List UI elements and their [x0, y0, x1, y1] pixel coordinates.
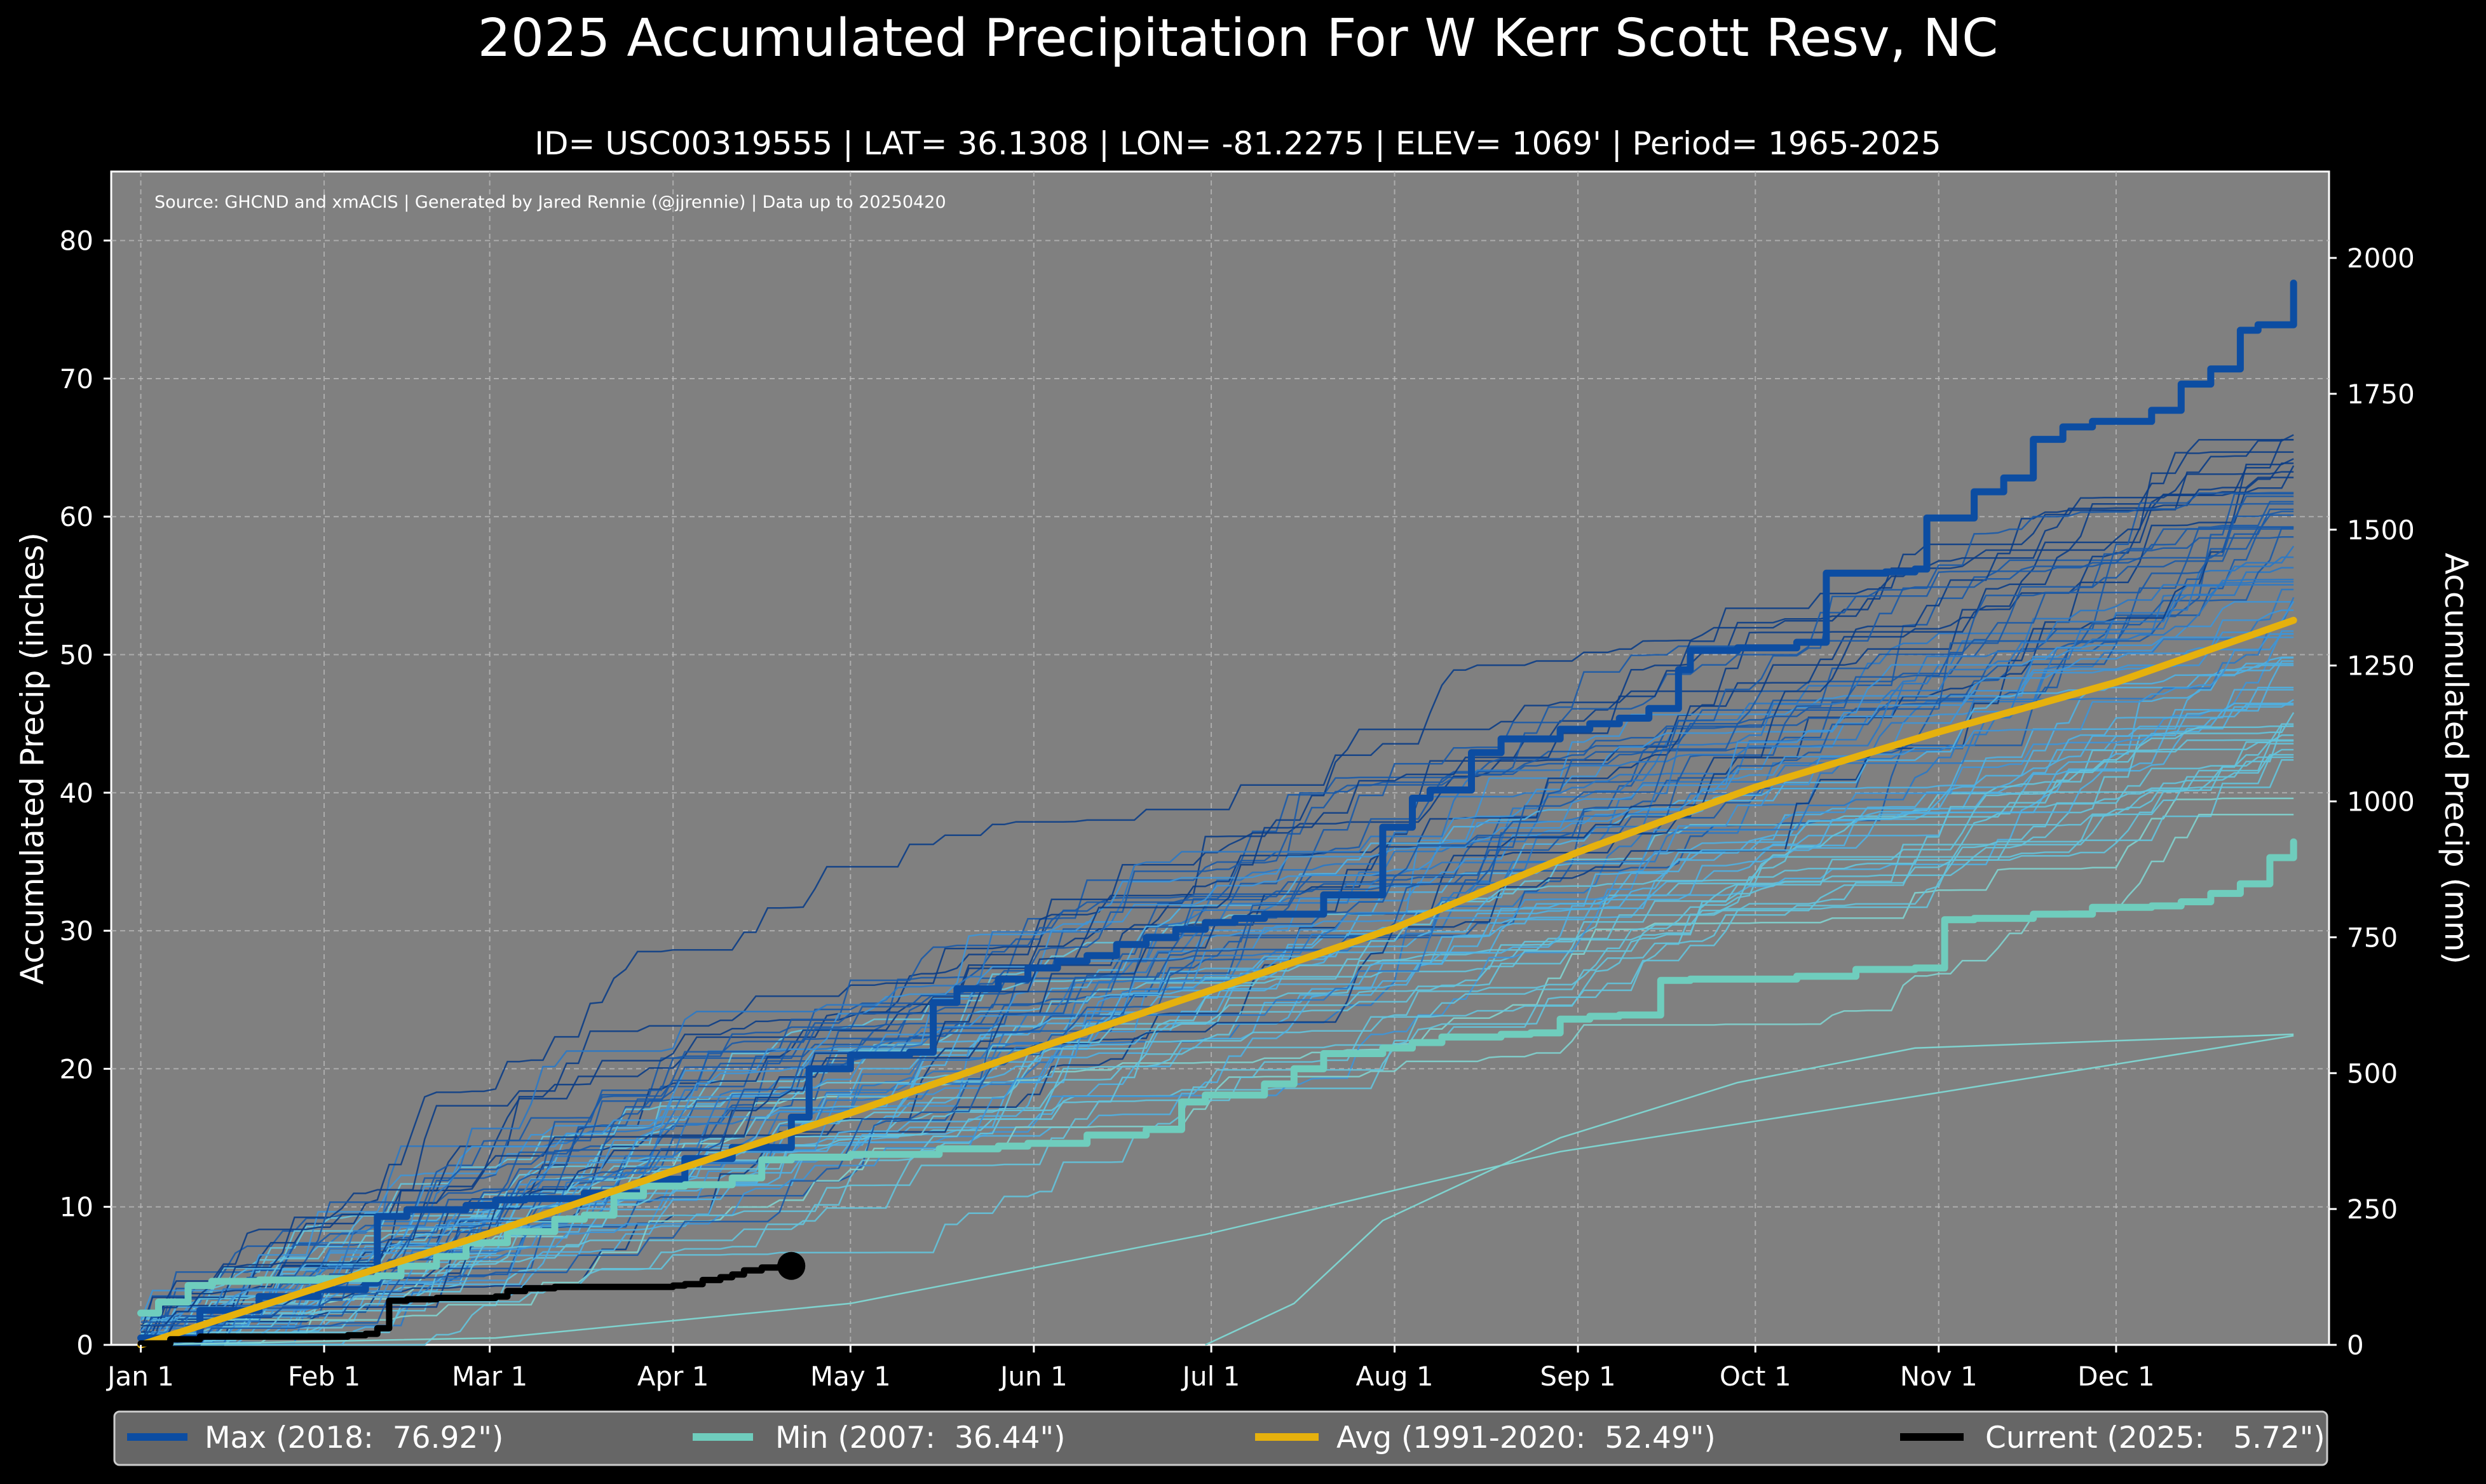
historical-trace	[140, 471, 2294, 1346]
historical-trace	[140, 536, 2294, 1346]
min-series-line	[137, 838, 2297, 1317]
legend: Max (2018: 76.92") Min (2007: 36.44") Av…	[113, 1410, 2328, 1466]
y-right-tick-label: 1250	[2347, 651, 2415, 682]
x-tick-label: Sep 1	[1540, 1361, 1615, 1392]
y-tick-label: 0	[76, 1330, 93, 1361]
historical-trace	[140, 492, 2294, 1346]
historical-trace	[140, 495, 2294, 1346]
historical-trace	[140, 704, 2294, 1335]
y-tick-label: 50	[60, 640, 93, 671]
right-axis: 0 250 500 750 1000 1250 1500 1750 2000	[2329, 243, 2415, 1361]
y-right-tick-label: 750	[2347, 922, 2398, 953]
historical-trace	[140, 462, 2294, 1346]
x-tick-label: Nov 1	[1900, 1361, 1978, 1392]
legend-label-avg: Avg (1991-2020: 52.49")	[1336, 1420, 1716, 1455]
y-right-tick-label: 2000	[2347, 243, 2415, 274]
y-right-tick-label: 1500	[2347, 515, 2415, 546]
source-text: Source: GHCND and xmACIS | Generated by …	[154, 192, 946, 212]
chart-title: 2025 Accumulated Precipitation For W Ker…	[478, 8, 1999, 69]
historical-trace	[140, 510, 2294, 1346]
y-tick-label: 60	[60, 501, 93, 532]
x-axis: Jan 1 Feb 1 Mar 1 Apr 1 May 1 Jun 1 Jul 1 Aug 1…	[105, 1345, 2155, 1392]
y-tick-label: 70	[60, 363, 93, 395]
x-tick-label: Feb 1	[288, 1361, 360, 1392]
current-endpoint-marker	[777, 1251, 806, 1280]
avg-series-line	[137, 616, 2297, 1349]
legend-label-current: Current (2025: 5.72")	[1985, 1420, 2325, 1455]
max-series-line	[137, 280, 2297, 1342]
x-tick-label: Jan 1	[105, 1361, 174, 1392]
x-tick-label: Jul 1	[1181, 1361, 1240, 1392]
historical-trace	[140, 600, 2295, 1346]
y-right-tick-label: 0	[2347, 1330, 2364, 1361]
y-axis-label-left: Accumulated Precip (inches)	[14, 532, 51, 985]
historical-trace	[140, 503, 2294, 1323]
y-tick-label: 80	[60, 226, 93, 257]
x-tick-label: May 1	[810, 1361, 891, 1392]
x-tick-label: Dec 1	[2077, 1361, 2154, 1392]
x-tick-label: Oct 1	[1720, 1361, 1791, 1392]
x-tick-label: Mar 1	[452, 1361, 527, 1392]
x-tick-label: Apr 1	[637, 1361, 709, 1392]
historical-trace	[140, 545, 2295, 1330]
historical-trace	[140, 633, 2294, 1346]
historical-trace	[140, 664, 2294, 1346]
historical-trace	[140, 492, 2294, 1346]
y-tick-label: 20	[60, 1053, 93, 1084]
chart-subtitle: ID= USC00319555 | LAT= 36.1308 | LON= -8…	[534, 125, 1941, 162]
legend-label-max: Max (2018: 76.92")	[205, 1420, 503, 1455]
legend-box	[113, 1410, 2328, 1466]
y-right-tick-label: 1000	[2347, 786, 2415, 818]
x-tick-label: Jun 1	[998, 1361, 1068, 1392]
historical-trace	[140, 689, 2294, 1345]
historical-trace	[140, 528, 2294, 1340]
historical-trace	[140, 451, 2294, 1326]
y-tick-label: 10	[60, 1192, 93, 1223]
y-right-tick-label: 500	[2347, 1058, 2398, 1089]
y-right-tick-label: 250	[2347, 1194, 2398, 1225]
main-series	[137, 280, 2297, 1349]
historical-trace	[140, 633, 2294, 1332]
historical-trace	[140, 753, 2294, 1346]
x-tick-label: Aug 1	[1355, 1361, 1433, 1392]
plot-area	[110, 170, 2330, 1346]
historical-trace	[140, 584, 2294, 1346]
y-tick-label: 30	[60, 915, 93, 947]
current-series-line	[137, 1262, 795, 1347]
legend-label-min: Min (2007: 36.44")	[775, 1420, 1066, 1455]
historical-trace	[140, 813, 2294, 1328]
y-tick-label: 40	[60, 778, 93, 809]
historical-trace	[1205, 1033, 2294, 1346]
historical-trace	[140, 1035, 2294, 1346]
historical-trace	[140, 759, 2294, 1346]
historical-trace	[140, 725, 2294, 1346]
historical-trace	[140, 636, 2294, 1346]
historical-trace	[140, 739, 2294, 1346]
historical-trace	[140, 439, 2294, 1332]
y-axis-label-right: Accumulated Precip (mm)	[2438, 553, 2475, 964]
left-axis: 0 10 20 30 40 50 60 70 80	[60, 226, 111, 1361]
historical-trace	[140, 476, 2294, 1333]
y-right-tick-label: 1750	[2347, 379, 2415, 410]
